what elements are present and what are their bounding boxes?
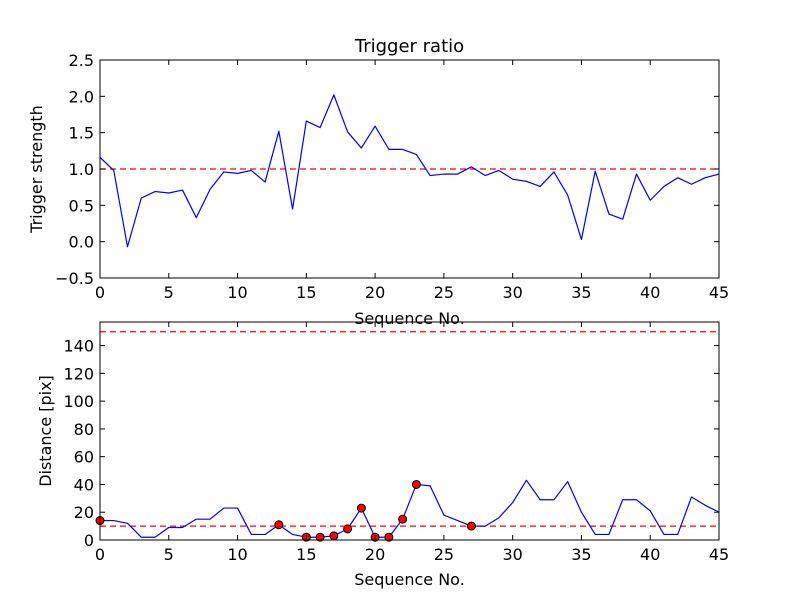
trigger-ratio-xtick-label: 10 xyxy=(227,283,247,302)
distance-marker-point xyxy=(343,524,353,534)
trigger-ratio-ytick-label: 1.0 xyxy=(69,160,94,179)
distance-marker-point xyxy=(466,521,476,531)
distance-marker-point xyxy=(356,503,366,513)
distance-xlabel: Sequence No. xyxy=(354,570,465,589)
trigger-ratio-ytick-label: 2.0 xyxy=(69,87,94,106)
trigger-ratio-ytick-label: −0.5 xyxy=(55,269,94,288)
distance-ytick-label: 120 xyxy=(63,364,94,383)
trigger-ratio-xtick-label: 35 xyxy=(571,283,591,302)
distance-xtick-label: 35 xyxy=(571,545,591,564)
trigger-ratio-xtick-label: 45 xyxy=(709,283,729,302)
distance-ytick-label: 60 xyxy=(74,448,94,467)
distance-xtick-label: 40 xyxy=(640,545,660,564)
trigger-ratio-ytick-label: 0.0 xyxy=(69,233,94,252)
distance-ytick-label: 80 xyxy=(74,420,94,439)
trigger-ratio-xtick-label: 5 xyxy=(164,283,174,302)
trigger-ratio-ytick-label: 0.5 xyxy=(69,196,94,215)
distance-axes: 0 5 10 15 20 25 30 35 40 45 0 20 40 60 80 100 120 140 Seq… xyxy=(36,321,729,589)
distance-xtick-label: 10 xyxy=(227,545,247,564)
distance-marker-point xyxy=(398,514,408,524)
distance-marker-point xyxy=(384,532,394,542)
distance-series-line xyxy=(100,479,719,538)
trigger-ratio-xtick-label: 20 xyxy=(365,283,385,302)
trigger-ratio-axes: Trigger ratio 0 5 10 15 20 25 30 35 40 45 −0.5 0.0 0… xyxy=(27,36,729,328)
distance-ytick-label: 0 xyxy=(84,531,94,550)
trigger-ratio-xtick-label: 25 xyxy=(434,283,454,302)
distance-xtick-label: 25 xyxy=(434,545,454,564)
distance-marker-point xyxy=(315,532,325,542)
distance-marker-point xyxy=(411,479,421,489)
trigger-ratio-xtick-label: 15 xyxy=(296,283,316,302)
distance-xtick-label: 30 xyxy=(502,545,522,564)
distance-xtick-label: 20 xyxy=(365,545,385,564)
trigger-ratio-ytick-label: 2.5 xyxy=(69,51,94,70)
distance-marker-point xyxy=(329,531,339,541)
distance-ytick-label: 100 xyxy=(63,392,94,411)
distance-xtick-label: 5 xyxy=(164,545,174,564)
distance-xtick-label: 15 xyxy=(296,545,316,564)
distance-ytick-label: 20 xyxy=(74,503,94,522)
distance-marker-point xyxy=(274,520,284,530)
trigger-ratio-xtick-label: 0 xyxy=(95,283,105,302)
trigger-ratio-series-line xyxy=(100,94,719,248)
trigger-ratio-xlabel: Sequence No. xyxy=(354,309,465,328)
distance-ylabel: Distance [pix] xyxy=(36,375,55,487)
distance-ytick-label: 140 xyxy=(63,337,94,356)
distance-xtick-label: 45 xyxy=(709,545,729,564)
trigger-ratio-xtick-label: 30 xyxy=(502,283,522,302)
trigger-ratio-ylabel: Trigger strength xyxy=(27,105,46,234)
trigger-ratio-xtick-label: 40 xyxy=(640,283,660,302)
distance-ytick-label: 40 xyxy=(74,475,94,494)
distance-frame xyxy=(99,321,720,541)
trigger-ratio-title: Trigger ratio xyxy=(354,36,464,57)
distance-xtick-label: 0 xyxy=(95,545,105,564)
trigger-ratio-ytick-label: 1.5 xyxy=(69,124,94,143)
